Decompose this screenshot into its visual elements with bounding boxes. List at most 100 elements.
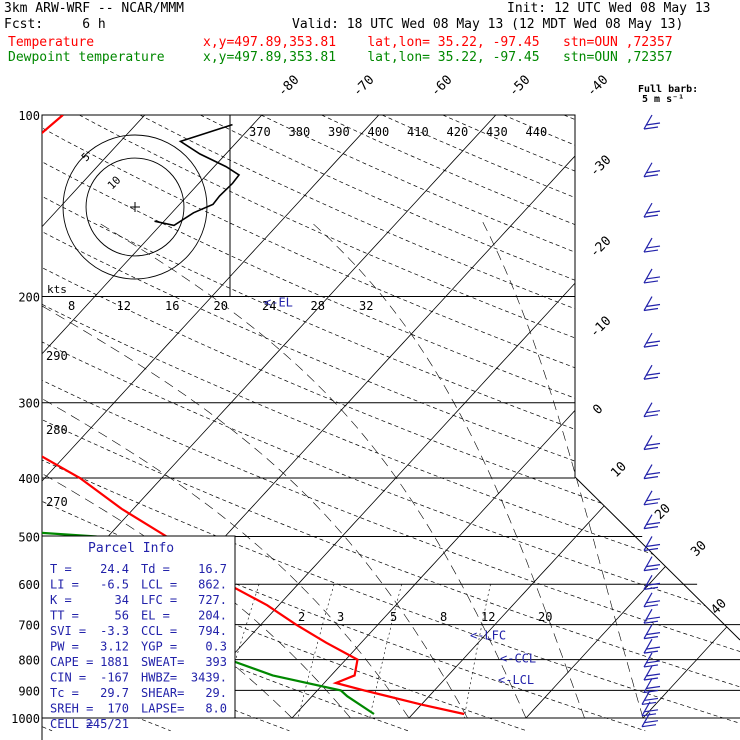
wind-barb: [643, 296, 653, 311]
parcel-param-value: -3.3: [100, 624, 129, 638]
dry-adiabat-line: [42, 115, 740, 732]
moist-adiabat-line: [95, 220, 527, 719]
isotherm-label: -20: [587, 234, 614, 261]
wind-barb: [645, 210, 661, 214]
dry-adiabat-label: 290: [46, 349, 68, 363]
wind-barb: [645, 276, 661, 280]
wind-barb: [643, 114, 653, 130]
parcel-param-name: CCL =: [141, 624, 177, 638]
parcel-param-value: 34: [115, 593, 129, 607]
init-time: Init: 12 UTC Wed 08 May 13: [507, 1, 711, 16]
wind-barb: [645, 582, 661, 586]
wind-barb: [641, 724, 657, 728]
theta-label: 430: [486, 125, 508, 139]
wind-barb: [645, 170, 661, 174]
mixing-ratio-label: 3: [337, 610, 344, 624]
dry-adiabat-line: [503, 115, 740, 732]
parcel-param-name: Td =: [141, 562, 170, 576]
wind-barb: [643, 652, 653, 668]
parcel-info-box: [41, 535, 236, 719]
level-marker-el: <-EL: [264, 296, 293, 310]
dry-adiabat-line: [382, 115, 740, 732]
wind-barb: [641, 701, 651, 717]
wind-barb: [643, 446, 659, 451]
parcel-param-name: SREH =: [50, 702, 93, 716]
mixing-ratio-line: [463, 584, 491, 719]
wind-barb: [645, 340, 661, 344]
dry-adiabat-line: [563, 115, 740, 732]
wind-barb: [643, 514, 653, 529]
mixing-ratio-label: 12: [481, 610, 495, 624]
isotherm-label: 40: [708, 596, 730, 618]
dewpoint-profile: [42, 115, 375, 715]
parcel-param-value: 393: [205, 655, 227, 669]
theta-label: 420: [447, 125, 469, 139]
wind-barb: [643, 650, 659, 654]
parcel-param-value: 245/21: [86, 717, 129, 731]
wind-barb: [643, 162, 653, 178]
moist-adiabat-line: [42, 220, 468, 719]
pressure-tick-label: 900: [18, 684, 40, 698]
parcel-param-name: LFC =: [141, 593, 177, 607]
temperature-point-info: x,y=497.89,353.81 lat,lon= 35.22, -97.45…: [203, 35, 673, 50]
hodograph-speed-label: 8: [68, 299, 75, 313]
wind-barb: [641, 712, 651, 728]
isotherm-label: -70: [350, 73, 377, 100]
dry-adiabat-line: [42, 115, 740, 732]
wind-barb: [643, 620, 659, 624]
wind-barb: [643, 720, 659, 724]
model-title: 3km ARW-WRF -- NCAR/MMM: [4, 1, 185, 16]
theta-label: 440: [526, 125, 548, 139]
wind-barb: [643, 624, 653, 639]
isotherm-label: 20: [652, 501, 674, 523]
wind-barb: [643, 664, 659, 668]
mixing-ratio-label: 20: [538, 610, 552, 624]
wind-barb: [643, 344, 659, 348]
parcel-param-name: LCL =: [141, 578, 177, 592]
forecast-hour: Fcst: 6 h: [4, 17, 106, 32]
hodograph-speed-label: 16: [165, 299, 179, 313]
wind-barb: [643, 280, 659, 284]
mixing-ratio-label: 5: [390, 610, 397, 624]
wind-barb: [645, 673, 661, 677]
barb-legend-unit: 5 m s⁻¹: [642, 94, 685, 105]
dewpoint-legend: Dewpoint temperature: [8, 50, 165, 65]
parcel-param-name: PW =: [50, 640, 79, 654]
wind-barb: [643, 464, 653, 479]
wind-barb: [645, 685, 661, 690]
wind-barb: [645, 303, 661, 308]
pressure-tick-label: 1000: [11, 712, 40, 726]
wind-barb: [645, 564, 661, 568]
wind-barb: [643, 502, 659, 506]
parcel-param-name: TT =: [50, 609, 79, 623]
wind-barb: [645, 410, 661, 414]
wind-barb: [643, 435, 653, 450]
wind-barb: [643, 237, 653, 253]
moist-adiabat-line: [482, 221, 644, 719]
hodograph-speed-label: 12: [117, 299, 131, 313]
wind-barb: [643, 332, 653, 348]
isotherm-label: -50: [506, 73, 533, 100]
isotherm-label: -10: [587, 314, 614, 341]
wind-barb: [645, 646, 661, 650]
wind-barb: [643, 592, 653, 608]
wind-barb: [643, 665, 653, 681]
isotherm-line: [408, 115, 740, 719]
parcel-param-name: LI =: [50, 578, 79, 592]
wind-barb: [645, 616, 661, 620]
isotherm-label: -30: [587, 153, 614, 180]
hodograph-ring: [85, 157, 185, 257]
theta-label: 390: [328, 125, 350, 139]
parcel-param-value: 862.: [198, 578, 227, 592]
level-marker-lfc: <-LFC: [470, 629, 506, 643]
hodograph-trace: [154, 123, 241, 227]
parcel-param-value: 29.7: [100, 686, 129, 700]
hodograph-speed-label: 20: [214, 299, 228, 313]
wind-barb: [643, 638, 653, 654]
parcel-param-name: SVI =: [50, 624, 86, 638]
wind-barb: [643, 689, 659, 694]
parcel-param-value: 3.12: [100, 640, 129, 654]
wind-barb: [643, 697, 659, 702]
pressure-tick-label: 400: [18, 472, 40, 486]
wind-barb: [645, 522, 661, 526]
